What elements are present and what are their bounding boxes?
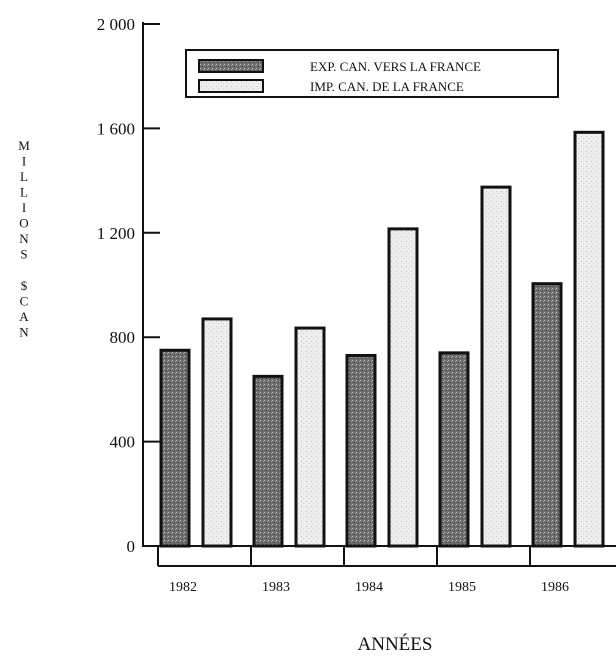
y-axis-title-letter: N [19,231,29,246]
bar-exports [345,353,377,548]
y-tick-label: 800 [110,328,136,347]
y-axis-title-letter: O [19,216,28,231]
x-tick-label: 1985 [448,580,476,595]
y-tick-label: 1 200 [97,224,135,243]
x-tick-label: 1983 [262,580,290,595]
bar-imports [480,185,512,548]
bar-exports [159,348,191,548]
y-axis-title-letter: L [20,169,28,184]
y-axis-title-letter: A [19,309,29,324]
y-axis-title-letter: L [20,185,28,200]
y-tick-label: 400 [110,433,136,452]
y-axis-title-letter: C [20,294,29,309]
bar-imports [201,317,233,548]
legend-swatch-imports [198,79,264,93]
legend-swatch-exports [198,59,264,73]
x-tick-label: 1982 [169,580,197,595]
y-axis: 0 400 800 1 200 1 600 2 000 [97,15,160,556]
legend-label-exports: EXP. CAN. VERS LA FRANCE [310,59,481,74]
x-tick-label: 1984 [355,580,383,595]
bar-exports [438,351,470,548]
y-axis-title-letter: $ [21,278,28,293]
bar-imports [387,227,419,548]
legend-label-imports: IMP. CAN. DE LA FRANCE [310,79,464,94]
x-tick-label: 1986 [541,580,569,595]
legend: EXP. CAN. VERS LA FRANCE IMP. CAN. DE LA… [185,49,559,98]
x-axis: 1982 1983 1984 1985 1986 [143,545,616,595]
bars-group [159,130,605,548]
bar-exports [531,282,563,548]
y-axis-title-letter: M [18,138,30,153]
y-axis-title-letter: S [20,247,27,262]
y-tick-label: 2 000 [97,15,135,34]
y-axis-title-letter: I [22,154,26,169]
bar-exports [252,374,284,548]
y-axis-title-letter: I [22,200,26,215]
y-tick-label: 1 600 [97,119,135,138]
y-tick-label: 0 [127,537,136,556]
bar-imports [573,130,605,548]
y-axis-title-letter: N [19,325,29,340]
x-axis-title: ANNÉES [358,633,433,655]
bar-imports [294,326,326,548]
